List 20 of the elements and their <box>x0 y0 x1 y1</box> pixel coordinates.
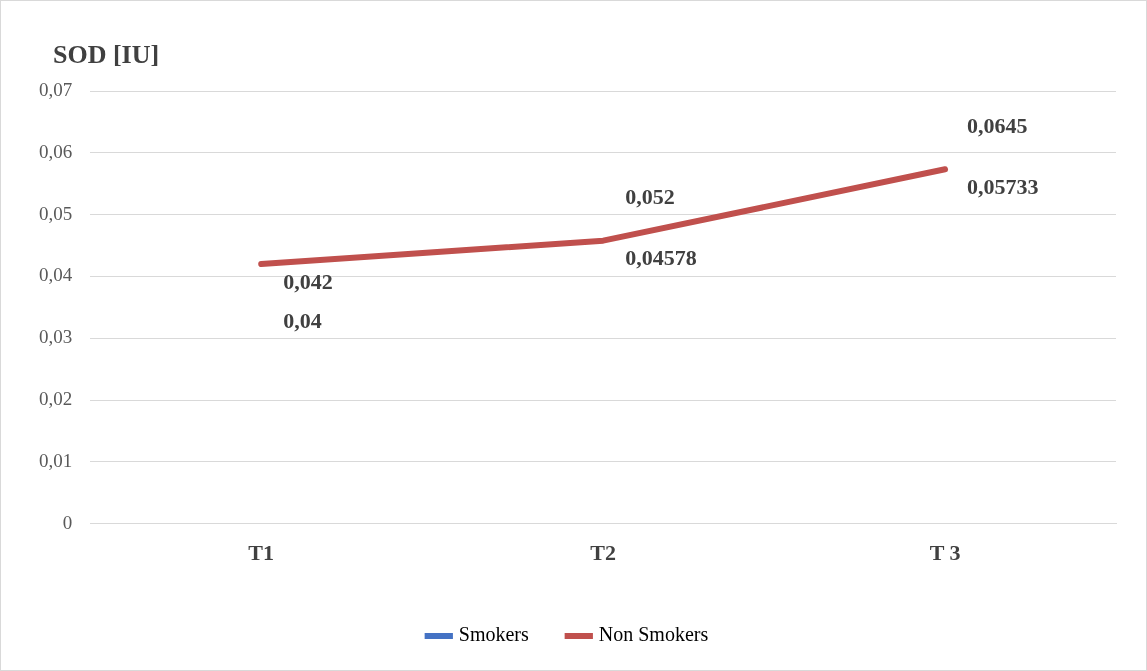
y-tick-label: 0,04 <box>39 264 73 286</box>
annotation: 0,0645 <box>967 112 1028 138</box>
y-tick-label: 0,05 <box>39 202 73 224</box>
y-tick-label: 0,07 <box>39 78 73 100</box>
y-axis-title: SOD [IU] <box>53 39 160 69</box>
y-tick-label: 0,02 <box>39 387 73 409</box>
x-tick-label: T2 <box>590 540 616 566</box>
legend-label: Non Smokers <box>598 623 709 646</box>
x-tick-label: T1 <box>248 540 275 566</box>
x-tick-label: T 3 <box>929 540 961 566</box>
y-tick-label: 0,06 <box>39 140 73 162</box>
y-tick-label: 0,03 <box>39 326 73 348</box>
annotation: 0,04 <box>283 307 322 333</box>
annotation: 0,052 <box>625 184 675 210</box>
data-label: 0,05733 <box>967 173 1039 199</box>
y-tick-label: 0,01 <box>39 449 73 471</box>
data-label: 0,042 <box>283 268 333 294</box>
y-tick-label: 0 <box>62 511 73 533</box>
legend-label: Smokers <box>458 623 529 646</box>
data-label: 0,04578 <box>625 245 697 271</box>
